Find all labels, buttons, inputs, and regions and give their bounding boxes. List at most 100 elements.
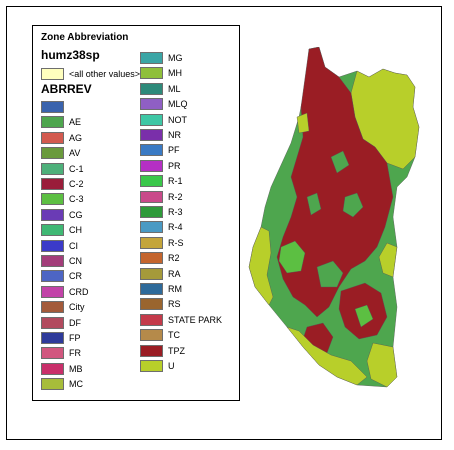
legend-label: CN <box>69 256 82 266</box>
zone-green-4 <box>342 192 364 218</box>
legend-swatch <box>41 378 64 391</box>
legend-swatch <box>140 144 163 157</box>
legend-swatch <box>41 67 64 80</box>
zone-u-mideast <box>378 242 398 278</box>
zone-green-1 <box>278 240 306 274</box>
legend-swatch <box>41 255 64 267</box>
legend-label: C-1 <box>69 163 84 174</box>
legend-label: FP <box>69 333 81 343</box>
legend-label: FR <box>69 348 81 359</box>
legend-item-other: <all other values> <box>41 67 140 80</box>
legend-swatch <box>41 208 64 221</box>
legend-swatch <box>140 283 163 295</box>
legend-label: MLQ <box>168 99 188 110</box>
legend-swatch <box>41 224 64 237</box>
legend-label: NR <box>168 130 181 140</box>
layout-frame: Zone Abbreviation humz38sp <all other va… <box>6 6 442 440</box>
legend-label: AV <box>69 148 81 159</box>
legend-item: CRD <box>41 285 89 299</box>
legend-item: ML <box>140 82 181 96</box>
legend-item: C-1 <box>41 162 84 176</box>
field-name: ABRREV <box>41 82 92 96</box>
legend-swatch <box>41 101 64 113</box>
legend-swatch <box>140 206 163 218</box>
legend-label: MH <box>168 68 182 79</box>
legend-swatch <box>41 178 64 190</box>
legend-label: CRD <box>69 286 89 297</box>
legend-swatch <box>140 267 163 280</box>
legend-swatch <box>41 270 64 283</box>
legend-swatch <box>140 360 163 372</box>
legend-swatch <box>41 239 64 252</box>
legend-label: RA <box>168 268 181 279</box>
zone-u-southeast <box>366 342 398 388</box>
legend-label: TPZ <box>168 345 185 356</box>
legend-item: R-2 <box>140 190 183 204</box>
legend-item: CR <box>41 269 82 283</box>
legend-swatch <box>41 301 64 314</box>
legend-label: TC <box>168 330 180 341</box>
legend-swatch <box>41 316 64 329</box>
legend-label: MG <box>168 53 183 63</box>
legend-item: FP <box>41 331 81 345</box>
legend-swatch <box>140 344 163 357</box>
legend-item: RM <box>140 282 182 296</box>
legend-swatch <box>41 116 64 129</box>
layer-name: humz38sp <box>41 48 100 62</box>
legend-label: MB <box>69 363 83 374</box>
legend-item: PF <box>140 143 180 157</box>
legend-label: DF <box>69 317 81 328</box>
legend-swatch <box>41 332 64 344</box>
legend-label: AE <box>69 117 82 128</box>
legend-swatch <box>41 162 64 175</box>
legend-item: MH <box>140 66 182 80</box>
legend-item: RS <box>140 297 181 311</box>
legend-label: City <box>69 302 85 313</box>
legend-item: R-3 <box>140 205 183 219</box>
legend-item: R2 <box>140 251 180 265</box>
legend-label: CR <box>69 271 82 282</box>
zone-u-north <box>296 112 310 134</box>
legend-swatch <box>140 67 163 80</box>
legend-label: CG <box>69 209 83 220</box>
zone-u-south <box>286 326 368 386</box>
legend-item: U <box>140 359 175 373</box>
legend-label: MC <box>69 379 83 390</box>
legend-item: AE <box>41 115 81 129</box>
legend-swatch <box>140 98 163 111</box>
legend-item: C-3 <box>41 192 84 206</box>
legend-label: R-2 <box>168 191 183 202</box>
legend-item <box>41 100 69 114</box>
legend-swatch <box>140 329 163 342</box>
legend-item: NOT <box>140 113 187 127</box>
legend-item: MG <box>140 51 183 65</box>
legend-item: DF <box>41 316 81 330</box>
legend-label: R-S <box>168 237 184 248</box>
legend-item: C-2 <box>41 177 84 191</box>
legend-swatch <box>140 221 163 234</box>
legend-label: <all other values> <box>69 68 141 79</box>
legend-title: Zone Abbreviation <box>41 32 129 43</box>
legend-label: C-3 <box>69 194 84 205</box>
legend-item: R-4 <box>140 220 183 234</box>
legend-label: CI <box>69 240 78 251</box>
legend-swatch <box>140 252 163 265</box>
legend-swatch <box>140 129 163 141</box>
legend-swatch <box>41 147 64 160</box>
legend-label: R-4 <box>168 222 183 233</box>
zone-green-5 <box>330 150 350 174</box>
legend-swatch <box>140 52 163 64</box>
legend-item: CI <box>41 239 78 253</box>
zoning-map <box>248 47 420 388</box>
zone-u-coast <box>248 226 274 306</box>
legend-swatch <box>41 362 64 375</box>
legend-swatch <box>140 236 163 249</box>
legend-item: TC <box>140 328 180 342</box>
legend-label: ML <box>168 83 181 94</box>
legend-label: R2 <box>168 253 180 264</box>
legend-swatch <box>140 113 163 126</box>
legend-item: TPZ <box>140 344 185 358</box>
legend-item: NR <box>140 128 181 142</box>
legend-item: MC <box>41 377 83 391</box>
zone-green-3 <box>306 192 322 216</box>
